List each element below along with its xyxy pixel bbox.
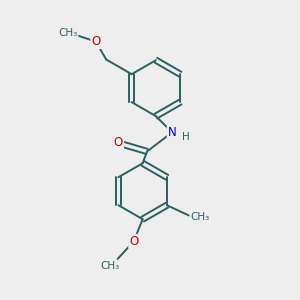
Text: CH₃: CH₃ [100,261,120,271]
Text: N: N [168,126,176,139]
Text: CH₃: CH₃ [58,28,77,38]
Text: H: H [182,132,190,142]
Text: O: O [129,235,138,248]
Text: CH₃: CH₃ [190,212,210,222]
Text: O: O [114,136,123,149]
Text: O: O [91,35,101,48]
